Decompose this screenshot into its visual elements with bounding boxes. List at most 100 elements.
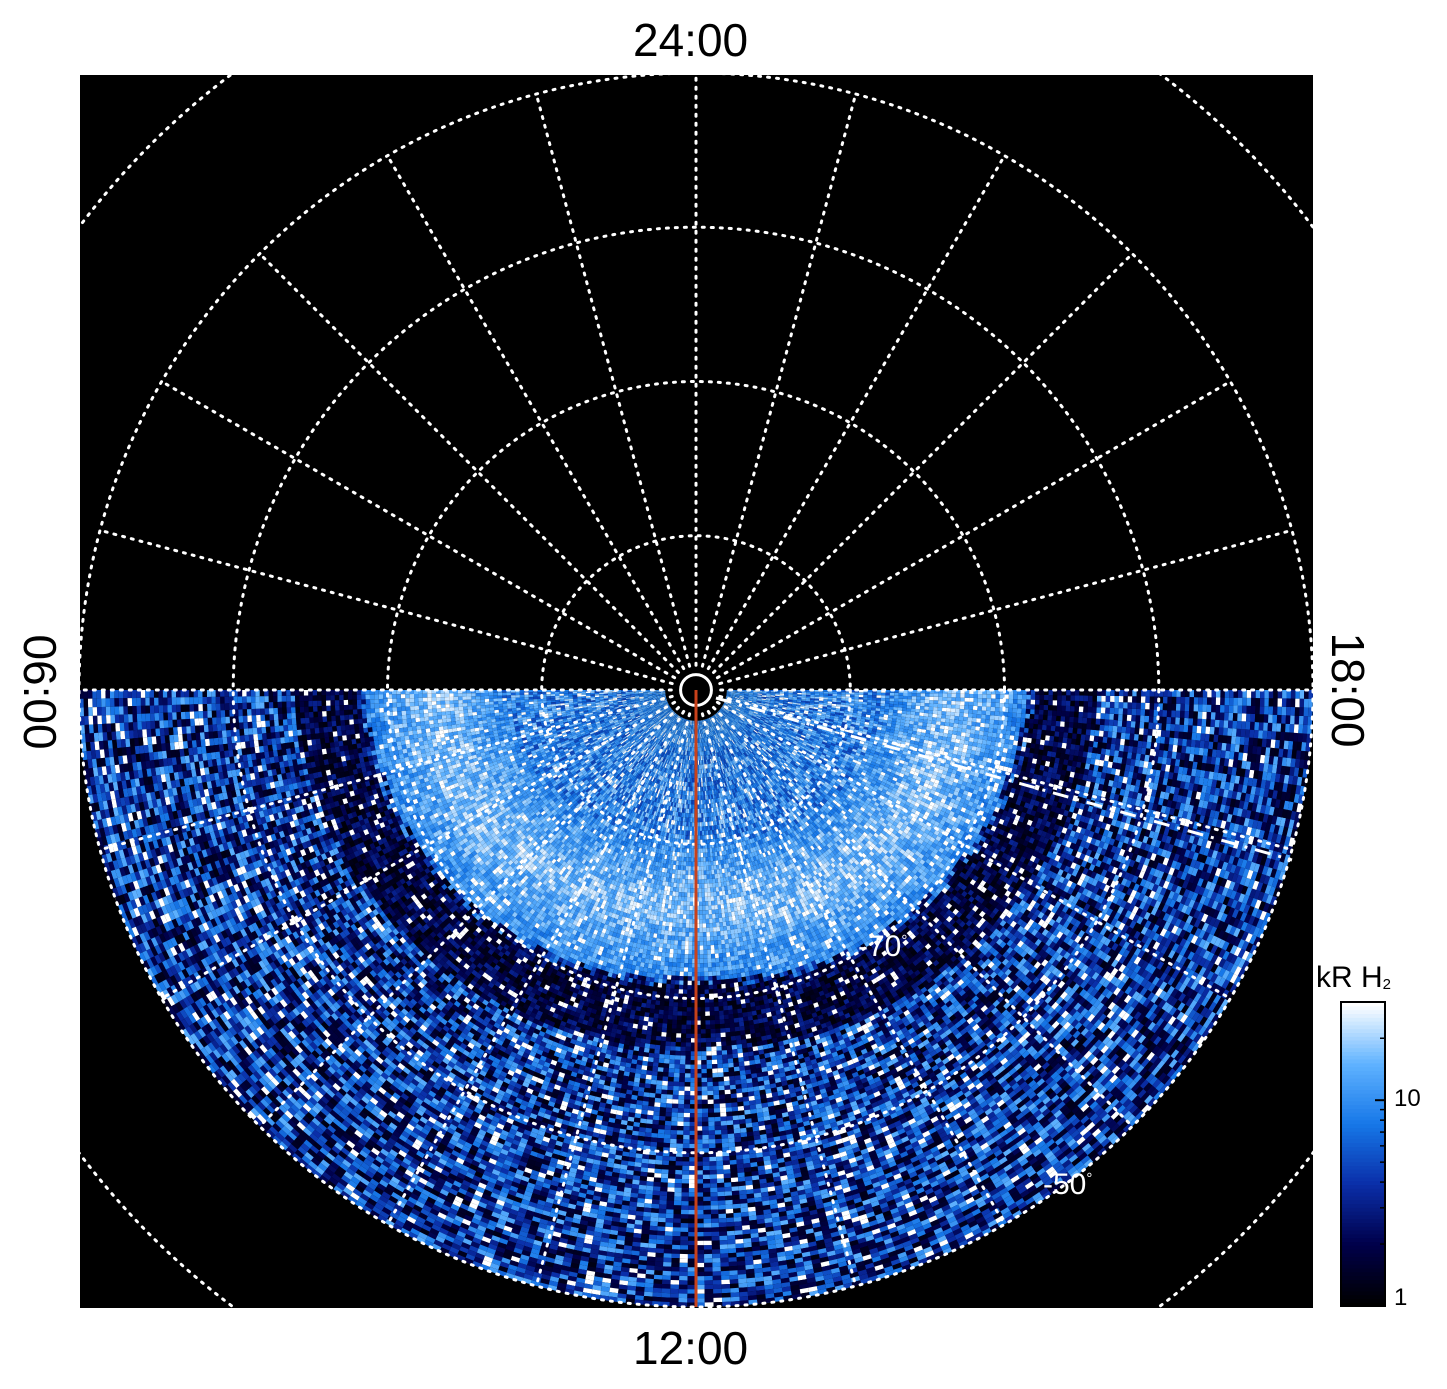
emission-bin — [74, 761, 79, 770]
emission-bin — [247, 715, 252, 722]
emission-bin — [128, 698, 133, 706]
emission-bin — [481, 711, 486, 715]
emission-bin — [314, 722, 319, 728]
emission-bin — [350, 729, 355, 734]
emission-bin — [71, 844, 78, 854]
emission-bin — [75, 708, 80, 717]
emission-bin — [313, 701, 318, 707]
emission-bin — [359, 728, 364, 733]
emission-bin — [101, 707, 106, 716]
emission-bin — [159, 705, 164, 713]
emission-bin — [586, 695, 591, 697]
emission-bin — [163, 713, 168, 721]
emission-bin — [420, 717, 425, 721]
emission-bin — [335, 705, 340, 710]
emission-bin — [322, 749, 327, 755]
emission-bin — [353, 709, 358, 714]
emission-bin — [485, 693, 489, 696]
emission-bin — [217, 724, 222, 731]
emission-bin — [358, 714, 363, 719]
emission-bin — [480, 699, 485, 702]
emission-bin — [439, 726, 444, 730]
emission-bin — [473, 718, 478, 722]
emission-bin — [279, 731, 284, 737]
emission-bin — [420, 721, 425, 726]
emission-bin — [318, 717, 323, 723]
emission-bin — [336, 716, 341, 721]
emission-bin — [124, 714, 129, 722]
emission-bin — [299, 696, 304, 702]
emission-bin — [590, 693, 594, 695]
emission-bin — [285, 743, 290, 750]
emission-bin — [378, 735, 383, 740]
emission-bin — [239, 722, 244, 729]
emission-bin — [366, 709, 371, 714]
emission-bin — [520, 697, 525, 700]
emission-bin — [356, 738, 361, 744]
emission-bin — [472, 703, 477, 706]
emission-bin — [292, 724, 297, 730]
emission-bin — [251, 709, 256, 716]
emission-bin — [402, 749, 407, 754]
emission-bin — [547, 700, 552, 702]
emission-bin — [445, 697, 450, 701]
emission-bin — [287, 713, 292, 719]
emission-bin — [529, 695, 534, 698]
emission-bin — [220, 704, 225, 711]
emission-bin — [293, 736, 298, 742]
emission-bin — [354, 719, 359, 724]
emission-bin — [106, 724, 111, 733]
emission-bin — [61, 762, 67, 772]
emission-bin — [120, 723, 125, 732]
emission-bin — [376, 717, 381, 722]
emission-bin — [169, 727, 174, 735]
emission-bin — [128, 706, 133, 714]
emission-bin — [383, 743, 388, 748]
emission-bin — [94, 741, 99, 750]
emission-bin — [537, 690, 542, 692]
emission-bin — [551, 698, 556, 700]
emission-bin — [63, 827, 69, 837]
emission-bin — [427, 698, 432, 702]
emission-bin — [185, 697, 190, 704]
emission-bin — [326, 700, 331, 706]
emission-bin — [326, 706, 331, 711]
emission-bin — [66, 798, 72, 808]
emission-bin — [458, 697, 463, 701]
emission-bin — [105, 690, 110, 698]
emission-bin — [319, 727, 324, 733]
emission-bin — [489, 705, 494, 708]
emission-bin — [502, 690, 506, 693]
emission-bin — [238, 697, 243, 704]
emission-bin — [194, 718, 199, 725]
emission-bin — [203, 697, 208, 704]
emission-bin — [422, 733, 427, 738]
emission-bin — [335, 700, 340, 705]
emission-bin — [320, 733, 325, 739]
emission-bin — [281, 743, 286, 750]
emission-bin — [203, 711, 208, 718]
emission-bin — [333, 736, 338, 742]
emission-bin — [520, 702, 525, 705]
emission-bin — [264, 696, 269, 702]
emission-bin — [410, 710, 415, 714]
emission-bin — [439, 730, 444, 734]
emission-bin — [324, 732, 329, 738]
emission-bin — [176, 712, 181, 720]
emission-bin — [252, 715, 257, 722]
emission-bin — [555, 698, 560, 700]
emission-bin — [415, 714, 420, 718]
emission-bin — [450, 714, 455, 718]
emission-bin — [326, 711, 331, 717]
emission-bin — [396, 694, 401, 698]
emission-bin — [428, 713, 433, 717]
emission-bin — [375, 704, 380, 709]
emission-bin — [533, 699, 538, 702]
emission-bin — [352, 700, 357, 705]
emission-bin — [339, 695, 344, 700]
emission-bin — [425, 725, 430, 729]
emission-bin — [432, 701, 437, 705]
emission-bin — [276, 738, 281, 745]
emission-bin — [377, 731, 382, 736]
